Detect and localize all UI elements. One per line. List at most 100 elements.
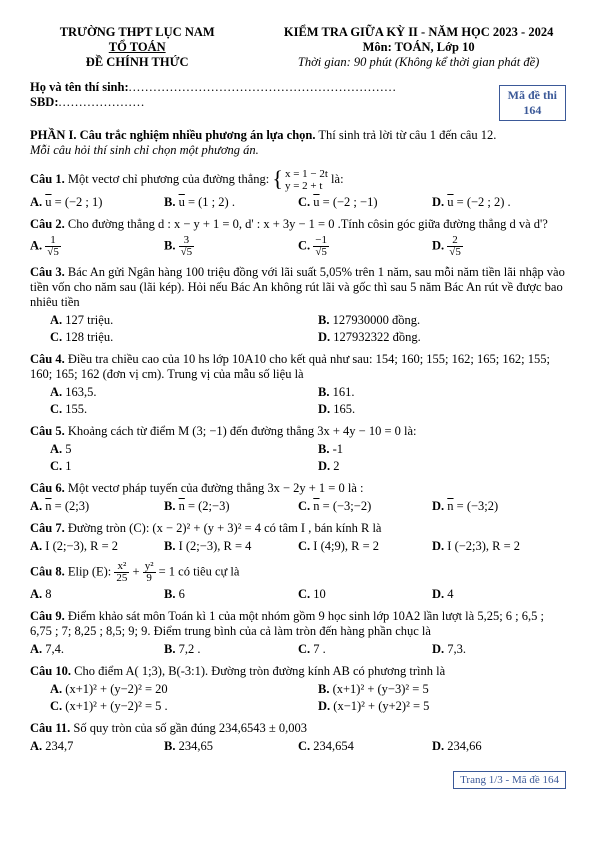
q11-label: Câu 11.: [30, 721, 70, 735]
q4-text: Điều tra chiều cao của 10 hs lớp 10A10 c…: [30, 352, 550, 381]
q5-d: D. 2: [298, 458, 566, 475]
q3-text: Bác An gửi Ngân hàng 100 triệu đồng với …: [30, 265, 565, 309]
q1-sys2: y = 2 + t: [285, 180, 322, 192]
q11-b: B. 234,65: [164, 738, 298, 755]
section-title: PHẦN I. Câu trắc nghiệm nhiều phương án …: [30, 128, 316, 142]
official-label: ĐỀ CHÍNH THỨC: [30, 55, 244, 70]
q1-sys1: x = 1 − 2t: [285, 168, 328, 180]
q10-options: A. (x+1)² + (y−2)² = 20 B. (x+1)² + (y−3…: [30, 681, 566, 715]
q8-c: C. 10: [298, 586, 432, 603]
q5-options: A. 5 B. -1 C. 1 D. 2: [30, 441, 566, 475]
q9-label: Câu 9.: [30, 609, 65, 623]
q9-options: A. 7,4. B. 7,2 . C. 7 . D. 7,3.: [30, 641, 566, 658]
q2-c: C. −1√5: [298, 234, 432, 259]
time-line: Thời gian: 90 phút (Không kể thời gian p…: [271, 55, 566, 70]
q4-a: A. 163,5.: [30, 384, 298, 401]
question-2: Câu 2. Cho đường thẳng d : x − y + 1 = 0…: [30, 217, 566, 232]
q7-d: D. I (−2;3), R = 2: [432, 538, 566, 555]
exam-code: 164: [508, 103, 557, 118]
name-dots: ........................................…: [129, 80, 397, 94]
q3-c: C. 128 triệu.: [30, 329, 298, 346]
q10-text: Cho điểm A( 1;3), B(-3:1). Đường tròn đư…: [71, 664, 445, 678]
document-header: TRƯỜNG THPT LỤC NAM TỔ TOÁN ĐỀ CHÍNH THỨ…: [30, 25, 566, 70]
q1-d: D. u = (−2 ; 2) .: [432, 194, 566, 211]
q11-c: C. 234,654: [298, 738, 432, 755]
q11-a: A. 234,7: [30, 738, 164, 755]
exam-title: KIỂM TRA GIỮA KỲ II - NĂM HỌC 2023 - 202…: [271, 25, 566, 40]
q9-d: D. 7,3.: [432, 641, 566, 658]
q3-b: B. 127930000 đồng.: [298, 312, 566, 329]
question-3: Câu 3. Bác An gửi Ngân hàng 100 triệu đồ…: [30, 265, 566, 310]
q1-text2: là:: [331, 172, 344, 186]
exam-block: KIỂM TRA GIỮA KỲ II - NĂM HỌC 2023 - 202…: [271, 25, 566, 70]
candidate-line: Họ và tên thí sinh:.....................…: [30, 80, 566, 110]
q3-label: Câu 3.: [30, 265, 65, 279]
question-5: Câu 5. Khoảng cách từ điểm M (3; −1) đến…: [30, 424, 566, 439]
q6-a: A. n = (2;3): [30, 498, 164, 515]
q8-text1: Elip (E):: [65, 565, 115, 579]
question-11: Câu 11. Số quy tròn của số gần đúng 234,…: [30, 721, 566, 736]
q8-d: D. 4: [432, 586, 566, 603]
q5-a: A. 5: [30, 441, 298, 458]
q11-d: D. 234,66: [432, 738, 566, 755]
q7-a: A. I (2;−3), R = 2: [30, 538, 164, 555]
q7-options: A. I (2;−3), R = 2 B. I (2;−3), R = 4 C.…: [30, 538, 566, 555]
question-6: Câu 6. Một vectơ pháp tuyến của đường th…: [30, 481, 566, 496]
q2-text: Cho đường thẳng d : x − y + 1 = 0, d' : …: [65, 217, 548, 231]
q9-a: A. 7,4.: [30, 641, 164, 658]
q7-text: Đường tròn (C): (x − 2)² + (y + 3)² = 4 …: [65, 521, 382, 535]
question-10: Câu 10. Cho điểm A( 1;3), B(-3:1). Đường…: [30, 664, 566, 679]
q2-options: A. 1√5 B. 3√5 C. −1√5 D. 2√5: [30, 234, 566, 259]
q9-b: B. 7,2 .: [164, 641, 298, 658]
q3-a: A. 127 triệu.: [30, 312, 298, 329]
sbd-dots: .....................: [58, 95, 145, 109]
subject-line: Môn: TOÁN, Lớp 10: [271, 40, 566, 55]
q1-label: Câu 1.: [30, 172, 65, 186]
question-8: Câu 8. Elip (E): x²25 + y²9 = 1 có tiêu …: [30, 561, 566, 584]
q4-options: A. 163,5. B. 161. C. 155. D. 165.: [30, 384, 566, 418]
q2-b: B. 3√5: [164, 234, 298, 259]
q6-options: A. n = (2;3) B. n = (2;−3) C. n = (−3;−2…: [30, 498, 566, 515]
q1-options: A. u u = (−2 ; 1)= (−2 ; 1) B. u = (1 ; …: [30, 194, 566, 211]
q1-system: x = 1 − 2t y = 2 + t: [272, 168, 328, 192]
q5-b: B. -1: [298, 441, 566, 458]
q2-a: A. 1√5: [30, 234, 164, 259]
q4-label: Câu 4.: [30, 352, 65, 366]
q2-d: D. 2√5: [432, 234, 566, 259]
q5-label: Câu 5.: [30, 424, 65, 438]
question-1: Câu 1. Một vectơ chỉ phương của đường th…: [30, 168, 566, 192]
q8-frac2: y²9: [143, 561, 156, 584]
dept-name: TỔ TOÁN: [30, 40, 244, 55]
q10-b: B. (x+1)² + (y−3)² = 5: [298, 681, 566, 698]
q6-b: B. n = (2;−3): [164, 498, 298, 515]
sbd-label: SBD:: [30, 95, 58, 109]
q10-label: Câu 10.: [30, 664, 71, 678]
q9-c: C. 7 .: [298, 641, 432, 658]
q2-label: Câu 2.: [30, 217, 65, 231]
section-heading: PHẦN I. Câu trắc nghiệm nhiều phương án …: [30, 128, 566, 143]
q8-text2: = 1 có tiêu cự là: [159, 565, 240, 579]
q11-options: A. 234,7 B. 234,65 C. 234,654 D. 234,66: [30, 738, 566, 755]
q10-a: A. (x+1)² + (y−2)² = 20: [30, 681, 298, 698]
q6-d: D. n = (−3;2): [432, 498, 566, 515]
q5-c: C. 1: [30, 458, 298, 475]
q7-b: B. I (2;−3), R = 4: [164, 538, 298, 555]
q4-d: D. 165.: [298, 401, 566, 418]
question-4: Câu 4. Điều tra chiều cao của 10 hs lớp …: [30, 352, 566, 382]
q4-c: C. 155.: [30, 401, 298, 418]
q4-b: B. 161.: [298, 384, 566, 401]
q8-frac1: x²25: [114, 561, 129, 584]
question-9: Câu 9. Điểm khảo sát môn Toán kì 1 của m…: [30, 609, 566, 639]
school-block: TRƯỜNG THPT LỤC NAM TỔ TOÁN ĐỀ CHÍNH THỨ…: [30, 25, 244, 70]
q3-options: A. 127 triệu. B. 127930000 đồng. C. 128 …: [30, 312, 566, 346]
name-label: Họ và tên thí sinh:: [30, 80, 129, 94]
page-footer: Trang 1/3 - Mã đề 164: [453, 771, 566, 789]
q6-c: C. n = (−3;−2): [298, 498, 432, 515]
q6-text: Một vectơ pháp tuyến của đường thẳng 3x …: [65, 481, 364, 495]
q10-c: C. (x+1)² + (y−2)² = 5 .: [30, 698, 298, 715]
q8-options: A. 8 B. 6 C. 10 D. 4: [30, 586, 566, 603]
q6-label: Câu 6.: [30, 481, 65, 495]
q1-text1: Một vectơ chỉ phương của đường thẳng:: [65, 172, 273, 186]
exam-code-label: Mã đề thi: [508, 88, 557, 103]
section-tail: Thí sinh trả lời từ câu 1 đến câu 12.: [316, 128, 497, 142]
